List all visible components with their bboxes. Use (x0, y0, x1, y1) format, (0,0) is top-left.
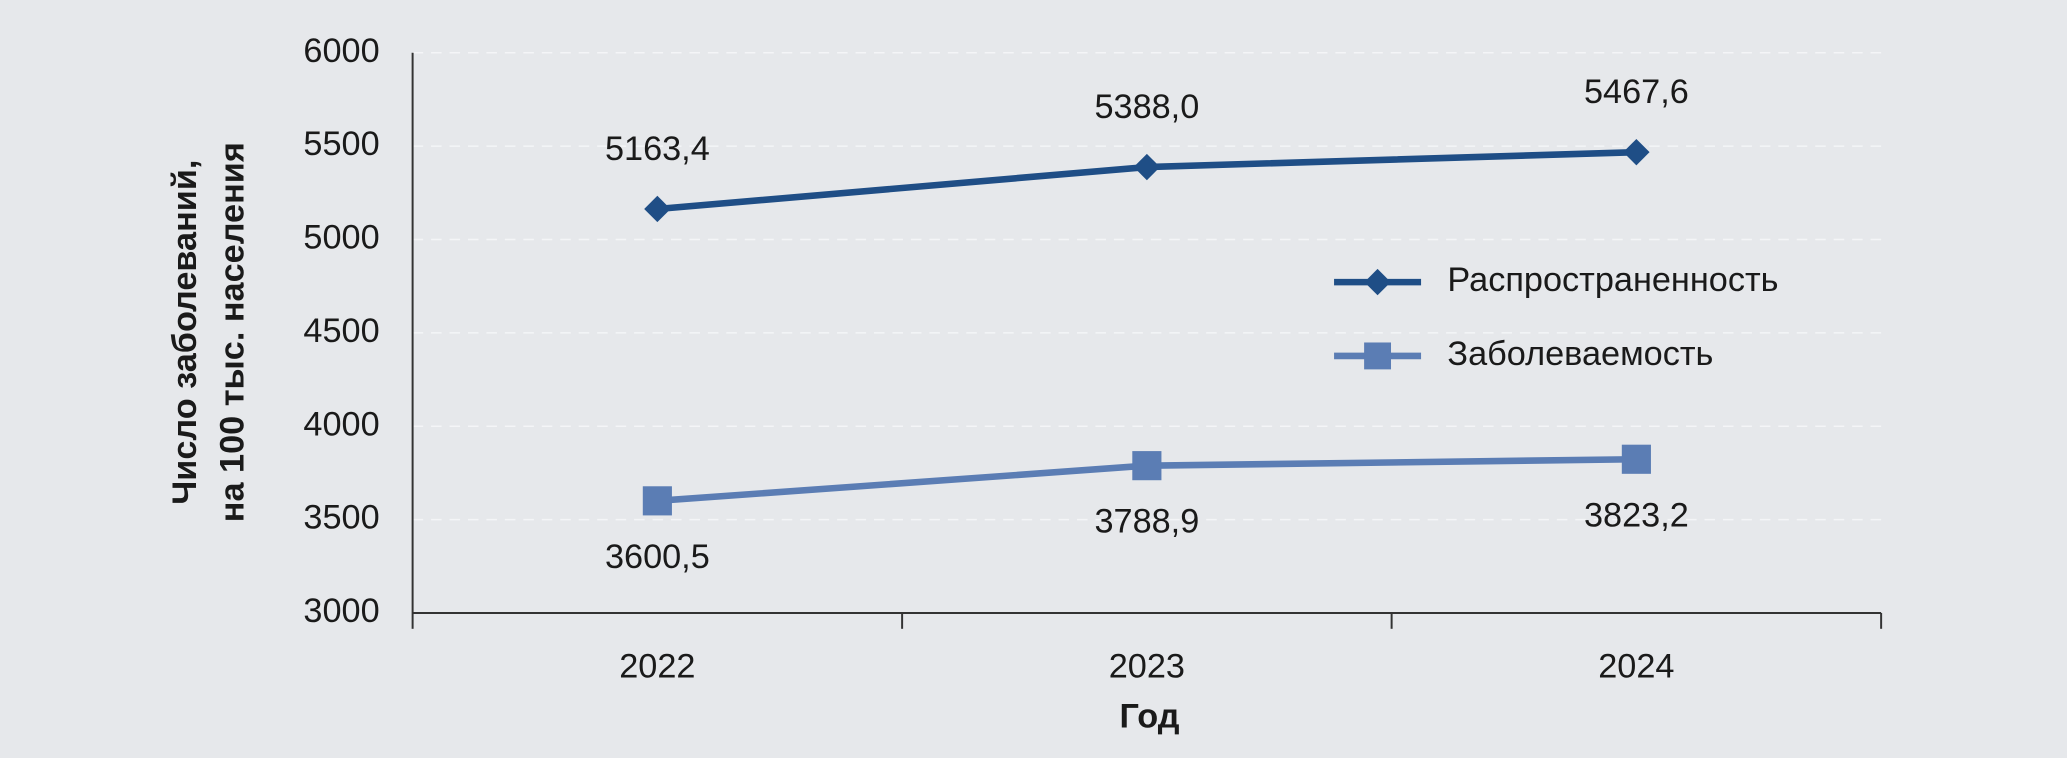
data-label: 3788,9 (1094, 503, 1199, 541)
data-point (644, 195, 671, 223)
data-label: 5467,6 (1584, 73, 1689, 111)
y-tick-label: 4500 (303, 312, 379, 350)
y-axis-title: на 100 тыс. населения (214, 142, 252, 522)
y-tick-label: 5000 (303, 219, 379, 257)
data-label: 3600,5 (605, 538, 710, 576)
y-tick-label: 3000 (303, 592, 379, 630)
x-tick-label: 2023 (1109, 647, 1185, 685)
data-point (1623, 138, 1650, 166)
y-axis-title: Число заболеваний, (166, 160, 204, 505)
y-tick-label: 3500 (303, 499, 379, 537)
data-point (642, 486, 672, 516)
y-tick-label: 4000 (303, 405, 379, 443)
y-tick-label: 6000 (303, 32, 379, 70)
data-label: 3823,2 (1584, 496, 1689, 534)
legend-marker (1364, 268, 1391, 296)
x-tick-label: 2022 (619, 647, 695, 685)
data-point (1133, 153, 1161, 181)
legend-marker (1364, 342, 1392, 370)
data-label: 5388,0 (1094, 88, 1199, 126)
y-tick-label: 5500 (303, 125, 379, 163)
data-point (1132, 451, 1162, 481)
legend-label: Заболеваемость (1447, 335, 1713, 373)
legend-label: Распространенность (1447, 261, 1778, 299)
x-axis-title: Год (1120, 697, 1180, 735)
data-label: 5163,4 (605, 130, 710, 168)
x-tick-label: 2024 (1598, 647, 1674, 685)
data-point (1621, 444, 1651, 474)
